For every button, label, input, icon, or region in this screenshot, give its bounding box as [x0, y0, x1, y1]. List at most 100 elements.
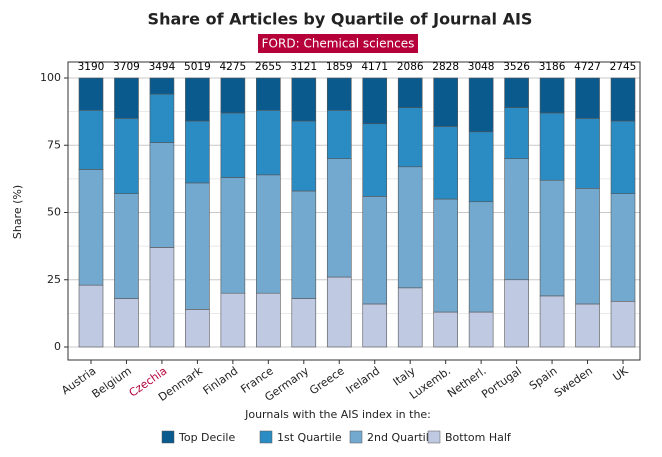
- legend-label: 2nd Quartile: [367, 431, 436, 444]
- bar-segment: [397, 287, 423, 348]
- bar-segment: [256, 174, 281, 294]
- bar-segment: [149, 77, 175, 95]
- bar-segment: [433, 198, 458, 313]
- bar-segment: [539, 295, 565, 348]
- bar-segment: [149, 247, 175, 348]
- bar-count: 3186: [539, 61, 566, 73]
- bar-segment: [397, 107, 423, 168]
- legend-swatch: [259, 430, 273, 444]
- x-tick-label: UK: [610, 364, 631, 384]
- bar-segment: [114, 298, 139, 348]
- y-tick-label: 0: [54, 340, 61, 353]
- bar-count: 3494: [149, 61, 176, 73]
- bar-segment: [220, 292, 246, 348]
- x-tick-label: Belgium: [90, 364, 134, 401]
- x-tick-label: Portugal: [479, 364, 524, 401]
- y-axis-label: Share (%): [11, 185, 24, 239]
- subtitle-box: [258, 34, 418, 53]
- bar-segment: [539, 179, 565, 297]
- chart-subtitle: FORD: Chemical sciences: [262, 37, 415, 51]
- bar-segment: [504, 77, 529, 108]
- legend-title: Journals with the AIS index in the:: [244, 408, 431, 421]
- bar-segment: [78, 109, 104, 170]
- y-tick-label: 25: [47, 273, 61, 286]
- bar-segment: [433, 126, 458, 200]
- bar-segment: [610, 120, 636, 194]
- legend-label: Bottom Half: [445, 431, 512, 444]
- bar-segment: [610, 193, 636, 302]
- bar-count: 4275: [219, 61, 246, 73]
- plot-frame: [67, 61, 641, 361]
- bar-count: 3526: [503, 61, 530, 73]
- bar-segment: [539, 112, 565, 181]
- bar-segment: [362, 123, 388, 197]
- bar-segment: [326, 276, 352, 348]
- bar-segment: [504, 107, 529, 159]
- bar-segment: [149, 142, 175, 248]
- bar-segment: [504, 279, 529, 348]
- bar-segment: [256, 292, 281, 348]
- bar-segment: [291, 77, 317, 122]
- bar-segment: [468, 131, 494, 203]
- bar-segment: [149, 93, 175, 143]
- bar-count: 1859: [326, 61, 353, 73]
- bar-segment: [78, 284, 104, 348]
- bar-segment: [78, 77, 104, 111]
- bar-segment: [504, 158, 529, 281]
- bar-segment: [575, 187, 600, 305]
- x-tick-label: Ireland: [344, 364, 383, 396]
- bar-segment: [326, 158, 352, 278]
- bar-segment: [220, 77, 246, 114]
- bar-count: 4727: [574, 61, 601, 73]
- bar-segment: [539, 77, 565, 114]
- bar-segment: [185, 77, 210, 122]
- y-tick-label: 100: [40, 71, 61, 84]
- bar-segment: [291, 298, 317, 348]
- chart-title: Share of Articles by Quartile of Journal…: [148, 10, 533, 29]
- bar-segment: [326, 109, 352, 159]
- bar-count: 2745: [610, 61, 637, 73]
- bar-segment: [114, 77, 139, 119]
- bar-segment: [433, 77, 458, 127]
- bar-segment: [256, 109, 281, 176]
- bar-count: 3709: [113, 61, 140, 73]
- bar-segment: [291, 190, 317, 299]
- bar-segment: [326, 77, 352, 111]
- bar-segment: [468, 77, 494, 133]
- bar-segment: [185, 120, 210, 184]
- bar-count: 4171: [361, 61, 388, 73]
- bar-count: 2828: [432, 61, 459, 73]
- bar-segment: [468, 201, 494, 313]
- bar-count: 2655: [255, 61, 282, 73]
- x-tick-label: Italy: [391, 364, 418, 389]
- bar-segment: [575, 77, 600, 119]
- bar-segment: [362, 77, 388, 125]
- bar-segment: [291, 120, 317, 192]
- bar-segment: [362, 303, 388, 348]
- bar-count: 3048: [468, 61, 495, 73]
- bar-segment: [433, 311, 458, 348]
- bar-count: 5019: [184, 61, 211, 73]
- bar-segment: [397, 166, 423, 289]
- bar-count: 2086: [397, 61, 424, 73]
- bar-segment: [362, 196, 388, 305]
- legend-label: 1st Quartile: [277, 431, 342, 444]
- bar-segment: [256, 77, 281, 111]
- bar-segment: [610, 300, 636, 348]
- bar-segment: [220, 177, 246, 294]
- bar-segment: [397, 77, 423, 108]
- bar-segment: [610, 77, 636, 122]
- bar-count: 3121: [290, 61, 317, 73]
- y-tick-label: 75: [47, 138, 61, 151]
- legend-swatch: [427, 430, 441, 444]
- bar-segment: [185, 309, 210, 348]
- legend-label: Top Decile: [178, 431, 235, 444]
- legend-swatch: [349, 430, 363, 444]
- bar-segment: [185, 182, 210, 310]
- bar-segment: [114, 193, 139, 299]
- bar-segment: [114, 118, 139, 194]
- bar-segment: [220, 112, 246, 178]
- bar-count: 3190: [78, 61, 105, 73]
- bar-segment: [575, 303, 600, 348]
